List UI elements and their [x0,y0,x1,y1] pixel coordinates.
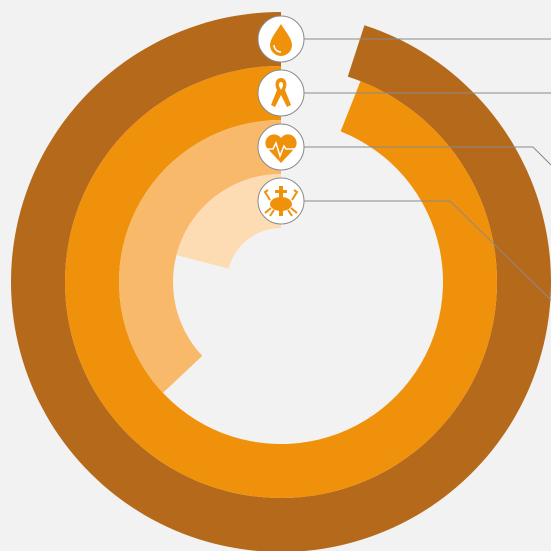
ring-bar [176,174,281,269]
icons [257,15,305,225]
rings [11,12,551,551]
leader-line [304,146,551,166]
leader-lines [304,38,551,301]
icon-ribbon [257,69,305,117]
icon-drop [257,15,305,63]
icon-heart [257,123,305,171]
icon-crab [257,177,305,225]
leader-line [304,200,551,301]
ring-bar [118,120,281,393]
